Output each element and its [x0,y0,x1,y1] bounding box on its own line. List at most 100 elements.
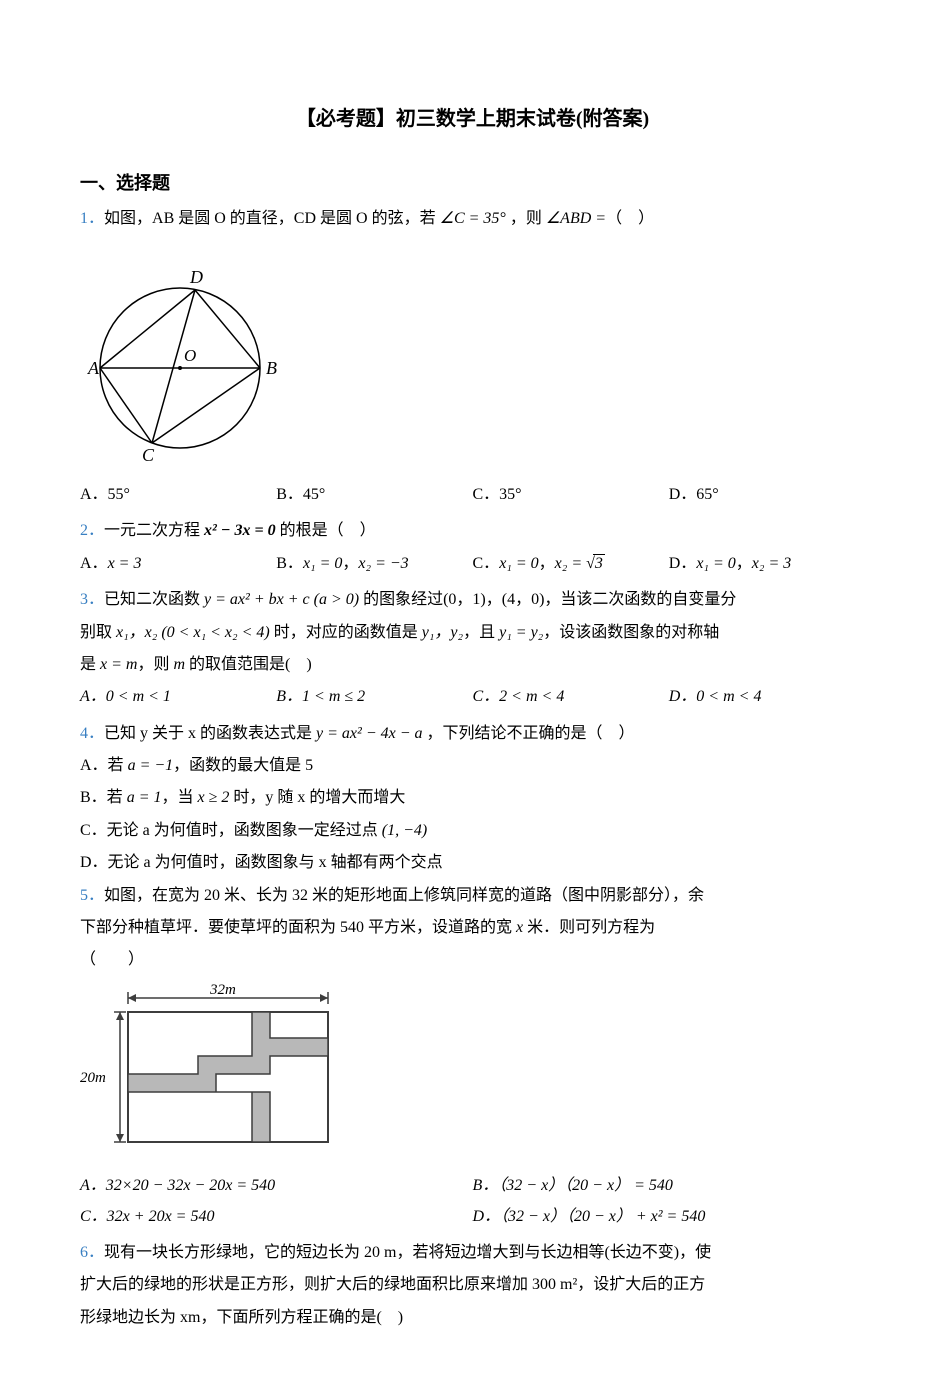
q1-num: 1． [80,210,104,227]
q2-D-x2: x₂ = 3 [752,555,791,572]
q3-l2x: x₁，x₂ (0 < x₁ < x₂ < 4) [116,624,270,641]
q1-stem-mid: ，则 [506,210,546,227]
q5-line2: 下部分种植草坪．要使草坪的面积为 540 平方米，设道路的宽 x 米．则可列方程… [80,913,865,943]
q1-angleABD: ∠ABD = [546,210,606,227]
q6-l1: 现有一块长方形绿地，它的短边长为 20 m，若将短边增大到与长边相等(长边不变)… [104,1244,711,1261]
q5-opt-A: A．32×20 − 32x − 20x = 540 [80,1171,473,1201]
q5-options: A．32×20 − 32x − 20x = 540 B．（32 − x）（20 … [80,1171,865,1232]
q5-road-diagram: 32m 20m [80,984,340,1154]
q2-opt-C: C．x₁ = 0，x₂ = 3 [473,549,669,579]
q3-l1b: 的图象经过(0，1)，(4，0)，当该二次函数的自变量分 [359,591,736,608]
q4-eq: y = ax² − 4x − a [316,725,423,742]
q3-l1a: 已知二次函数 [104,591,204,608]
line-AD [100,290,195,368]
q3-l2a: 别取 [80,624,116,641]
q2-C-rad: 3 [593,554,605,572]
q4-stem: 4．已知 y 关于 x 的函数表达式是 y = ax² − 4x − a ，下列… [80,719,865,749]
q5-opt-C: C．32x + 20x = 540 [80,1202,473,1232]
q2-eq: x² − 3x = 0 [204,522,276,539]
q2-options: A．x = 3 B．x₁ = 0，x₂ = −3 C．x₁ = 0，x₂ = 3… [80,549,865,579]
q4-Aeq: a = −1 [128,757,174,774]
q1-opt-B: B．45° [276,480,472,510]
q6-num: 6． [80,1244,104,1261]
q3-l3c: 的取值范围是( ) [185,656,312,673]
q1-stem-pre: 如图，AB 是圆 O 的直径，CD 是圆 O 的弦，若 [104,210,440,227]
q6-line1: 6．现有一块长方形绿地，它的短边长为 20 m，若将短边增大到与长边相等(长边不… [80,1238,865,1268]
q1-circle-diagram: A B C D O [80,243,290,463]
q4-opt-C: C．无论 a 为何值时，函数图象一定经过点 (1, −4) [80,816,865,846]
q4-num: 4． [80,725,104,742]
q1-opt-D: D．65° [669,480,865,510]
q1-options: A．55° B．45° C．35° D．65° [80,480,865,510]
q2-num: 2． [80,522,104,539]
q1-stem-post: （ ） [606,210,654,227]
q3-opt-D: D．0 < m < 4 [669,682,865,712]
q5-line1: 5．如图，在宽为 20 米、长为 32 米的矩形地面上修筑同样宽的道路（图中阴影… [80,881,865,911]
line-AC [100,368,152,443]
arrow-right-icon [320,994,328,1002]
q1-stem: 1．如图，AB 是圆 O 的直径，CD 是圆 O 的弦，若 ∠C = 35° ，… [80,204,865,234]
q5-num: 5． [80,887,104,904]
q5-l2a: 下部分种植草坪．要使草坪的面积为 540 平方米，设道路的宽 [80,919,516,936]
q3-l2y: y₁，y₂ [422,624,463,641]
q3-l3eq: x = m [100,656,137,673]
q5-opt-D: D．（32 − x）（20 − x） + x² = 540 [473,1202,866,1232]
q2-C-label: C． [473,555,500,572]
q2-B-label: B． [276,555,303,572]
q4-opt-B: B．若 a = 1，当 x ≥ 2 时，y 随 x 的增大而增大 [80,783,865,813]
line-DC [152,290,195,443]
q4-sb: ，下列结论不正确的是（ ） [423,725,635,742]
q4-Ab: ，函数的最大值是 5 [173,757,313,774]
q2-B-x1: x₁ = 0 [303,555,342,572]
q6-line3: 形绿地边长为 xm，下面所列方程正确的是( ) [80,1303,865,1333]
q3-l2eq: y₁ = y₂ [499,624,543,641]
q3-l2d: ，设该函数图象的对称轴 [543,624,719,641]
q3-l3b: ，则 [137,656,173,673]
label-20m: 20m [80,1070,106,1086]
q3-l3a: 是 [80,656,100,673]
q3-line2: 别取 x₁，x₂ (0 < x₁ < x₂ < 4) 时，对应的函数值是 y₁，… [80,618,865,648]
point-O [178,366,182,370]
q4-opt-A: A．若 a = −1，函数的最大值是 5 [80,751,865,781]
q3-l3m: m [173,656,185,673]
q2-A-body: x = 3 [108,555,142,572]
label-C: C [142,445,155,463]
q3-opt-B: B．1 < m ≤ 2 [276,682,472,712]
label-A: A [87,358,100,378]
q5-l1: 如图，在宽为 20 米、长为 32 米的矩形地面上修筑同样宽的道路（图中阴影部分… [104,887,704,904]
q3-l1eq: y = ax² + bx + c (a > 0) [204,591,359,608]
label-O: O [184,346,196,365]
q1-figure: A B C D O [80,243,865,474]
line-BC [152,368,260,443]
label-D: D [189,267,203,287]
q4-Ba: B．若 [80,789,127,806]
q2-opt-D: D．x₁ = 0，x₂ = 3 [669,549,865,579]
q4-Ca: C．无论 a 为何值时，函数图象一定经过点 [80,822,382,839]
q3-l2b: 时，对应的函数值是 [270,624,422,641]
q2-A-label: A． [80,555,108,572]
q4-opt-D: D．无论 a 为何值时，函数图象与 x 轴都有两个交点 [80,848,865,878]
q1-angleC: ∠C = 35° [440,210,506,227]
q1-opt-A: A．55° [80,480,276,510]
q2-stem-pre: 一元二次方程 [104,522,204,539]
q2-opt-A: A．x = 3 [80,549,276,579]
q6-line2: 扩大后的绿地的形状是正方形，则扩大后的绿地面积比原来增加 300 m²，设扩大后… [80,1270,865,1300]
sqrt-icon: 3 [586,554,605,572]
q4-Beq: a = 1 [127,789,162,806]
section-heading: 一、选择题 [80,166,865,200]
q4-Bd: 时，y 随 x 的增大而增大 [229,789,405,806]
q4-Bc: x ≥ 2 [198,789,230,806]
q2-C-x2p: x₂ = [555,555,586,572]
q2-C-x1: x₁ = 0 [499,555,538,572]
arrow-down-icon [116,1134,124,1142]
q2-opt-B: B．x₁ = 0，x₂ = −3 [276,549,472,579]
arrow-up-icon [116,1012,124,1020]
q3-line3: 是 x = m，则 m 的取值范围是( ) [80,650,865,680]
q3-num: 3． [80,591,104,608]
q4-Bb: ，当 [161,789,197,806]
q3-l2c: ，且 [463,624,499,641]
q2-D-label: D． [669,555,697,572]
label-32m: 32m [209,984,236,998]
q5-line3: （ ） [80,945,865,975]
q3-options: A．0 < m < 1 B．1 < m ≤ 2 C．2 < m < 4 D．0 … [80,682,865,712]
